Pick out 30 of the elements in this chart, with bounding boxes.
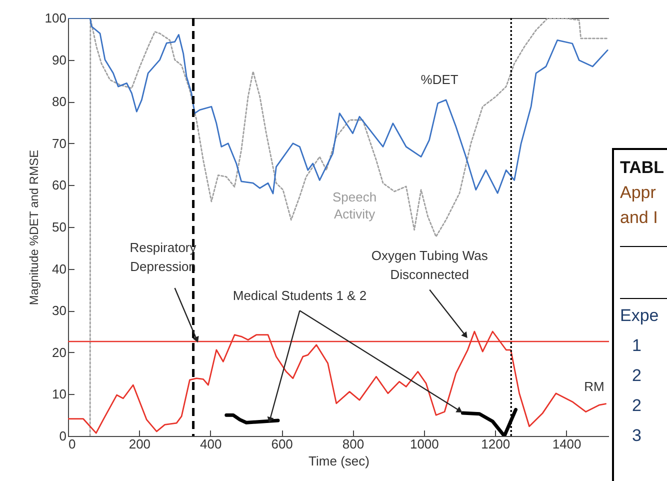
y-tick-label: 70 bbox=[52, 136, 66, 151]
line-series bbox=[224, 413, 280, 424]
y-tick-label: 20 bbox=[52, 344, 66, 360]
x-tick-label: 400 bbox=[200, 436, 222, 452]
y-tick-label: 50 bbox=[52, 220, 66, 234]
x-tick-label: 1400 bbox=[552, 436, 582, 452]
annotation: Respiratory Depression bbox=[130, 240, 197, 274]
series-label: Speech Activity bbox=[332, 190, 377, 222]
y-tick-label: 30 bbox=[52, 303, 66, 318]
y-tick-label: 10 bbox=[52, 386, 66, 402]
x-tick-label: 1200 bbox=[481, 436, 510, 452]
y-tick-label: 100 bbox=[44, 10, 66, 26]
x-tick-label: 0 bbox=[68, 436, 76, 452]
x-tick-label: 600 bbox=[271, 436, 293, 452]
y-axis-title: Magnitude %DET and RMSE bbox=[26, 150, 41, 306]
line-series bbox=[68, 330, 606, 434]
y-tick-label: 80 bbox=[52, 94, 66, 110]
x-tick-label: 1000 bbox=[410, 436, 439, 452]
x-tick-label: 200 bbox=[128, 436, 151, 452]
y-tick-label: 60 bbox=[52, 178, 66, 193]
series-label: %DET bbox=[420, 72, 458, 87]
line-series bbox=[89, 18, 608, 436]
y-tick-label: 90 bbox=[52, 52, 66, 68]
table-panel: TABL Appr and I Expe 1 2 2 3 bbox=[612, 148, 667, 481]
annotation: Oxygen Tubing Was Disconnected bbox=[371, 248, 488, 282]
x-tick-label: 800 bbox=[342, 436, 364, 452]
y-tick-label: 40 bbox=[52, 261, 66, 276]
x-axis-title: Time (sec) bbox=[308, 454, 370, 468]
annotation: Medical Students 1 & 2 bbox=[232, 288, 367, 304]
series-label: RM bbox=[584, 379, 604, 394]
